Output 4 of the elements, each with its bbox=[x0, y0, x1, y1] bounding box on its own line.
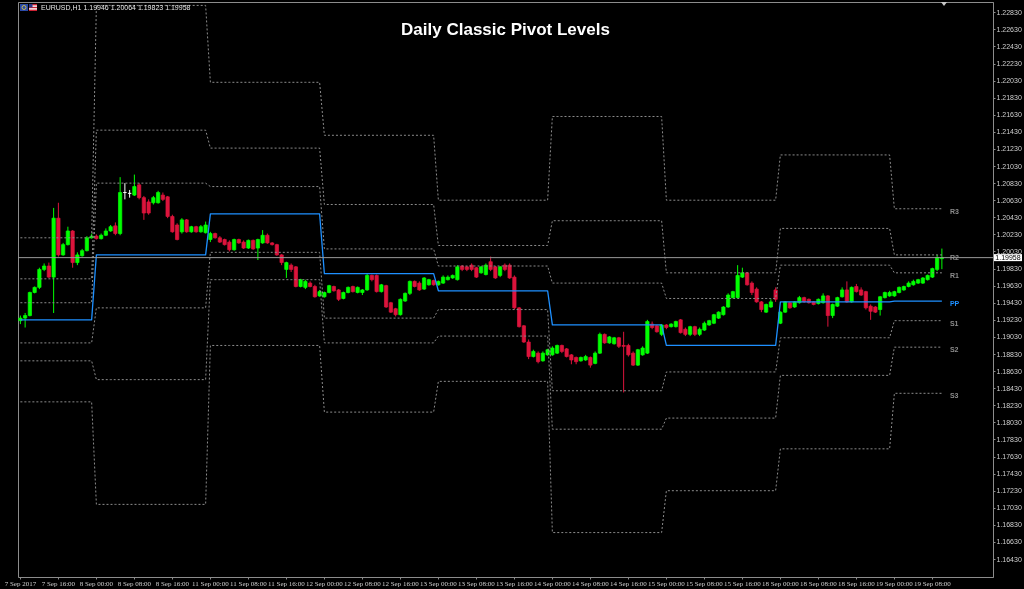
candlestick bbox=[132, 174, 137, 197]
text: Daily Classic Pivot Levels bbox=[401, 20, 610, 39]
candlestick bbox=[825, 294, 830, 328]
line-series bbox=[19, 213, 943, 347]
